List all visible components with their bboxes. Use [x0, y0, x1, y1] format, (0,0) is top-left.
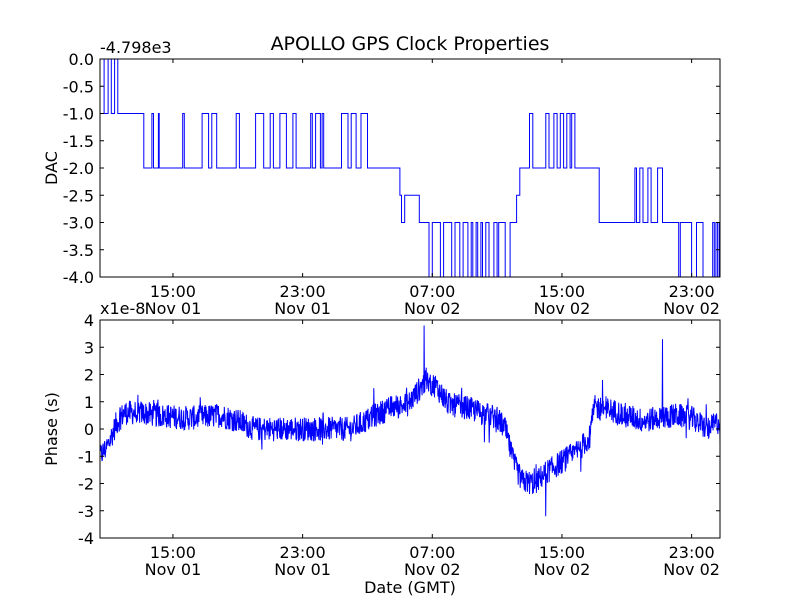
y-tick-label: 0.0: [69, 50, 94, 69]
axis-offset-label: x1e-8: [100, 299, 145, 318]
x-tick-time-label: 15:00: [150, 282, 196, 301]
axis-offset-label: -4.798e3: [100, 38, 172, 57]
y-tick-label: -2.0: [63, 159, 94, 178]
dac-series-line: [100, 59, 720, 277]
x-tick-time-label: 15:00: [539, 543, 585, 562]
chart-title: APOLLO GPS Clock Properties: [271, 33, 550, 55]
x-tick-time-label: 23:00: [669, 282, 715, 301]
x-tick-date-label: Nov 02: [404, 560, 461, 579]
x-tick-date-label: Nov 02: [663, 560, 720, 579]
x-tick-date-label: Nov 01: [274, 560, 331, 579]
y-tick-label: 0: [84, 420, 94, 439]
x-tick-date-label: Nov 01: [145, 560, 202, 579]
y-tick-label: 3: [84, 338, 94, 357]
x-tick-date-label: Nov 01: [145, 299, 202, 318]
dac-axes: 0.0 -0.5 -1.0 -1.5 -2.0 -2.5 -3.0 -3.5 -4.0 15:00…: [42, 38, 721, 318]
x-tick-time-label: 23:00: [280, 543, 326, 562]
y-tick-label: -2.5: [63, 186, 94, 205]
y-axis-label: Phase (s): [42, 392, 61, 466]
x-tick-time-label: 15:00: [539, 282, 585, 301]
y-tick-label: 2: [84, 366, 94, 385]
x-axis-label: Date (GMT): [364, 578, 456, 597]
x-tick-date-label: Nov 02: [534, 560, 591, 579]
y-tick-label: 4: [84, 311, 94, 330]
x-tick-time-label: 23:00: [669, 543, 715, 562]
y-tick-label: -1.5: [63, 132, 94, 151]
x-tick-date-label: Nov 02: [404, 299, 461, 318]
y-tick-label: -1: [78, 447, 94, 466]
y-tick-label: -4: [78, 529, 94, 548]
y-tick-label: -2: [78, 475, 94, 494]
y-tick-label: -3: [78, 502, 94, 521]
y-tick-label: -1.0: [63, 105, 94, 124]
x-tick-date-label: Nov 02: [534, 299, 591, 318]
x-tick-time-label: 23:00: [280, 282, 326, 301]
y-axis-label: DAC: [42, 151, 61, 185]
y-tick-label: 1: [84, 393, 94, 412]
x-tick-time-label: 07:00: [409, 543, 455, 562]
x-tick-time-label: 07:00: [409, 282, 455, 301]
x-tick-time-label: 15:00: [150, 543, 196, 562]
y-tick-label: -3.0: [63, 214, 94, 233]
x-tick-date-label: Nov 02: [663, 299, 720, 318]
y-tick-label: -3.5: [63, 241, 94, 260]
y-tick-label: -4.0: [63, 268, 94, 287]
y-tick-label: -0.5: [63, 77, 94, 96]
phase-series-line: [100, 325, 720, 517]
x-tick-date-label: Nov 01: [274, 299, 331, 318]
